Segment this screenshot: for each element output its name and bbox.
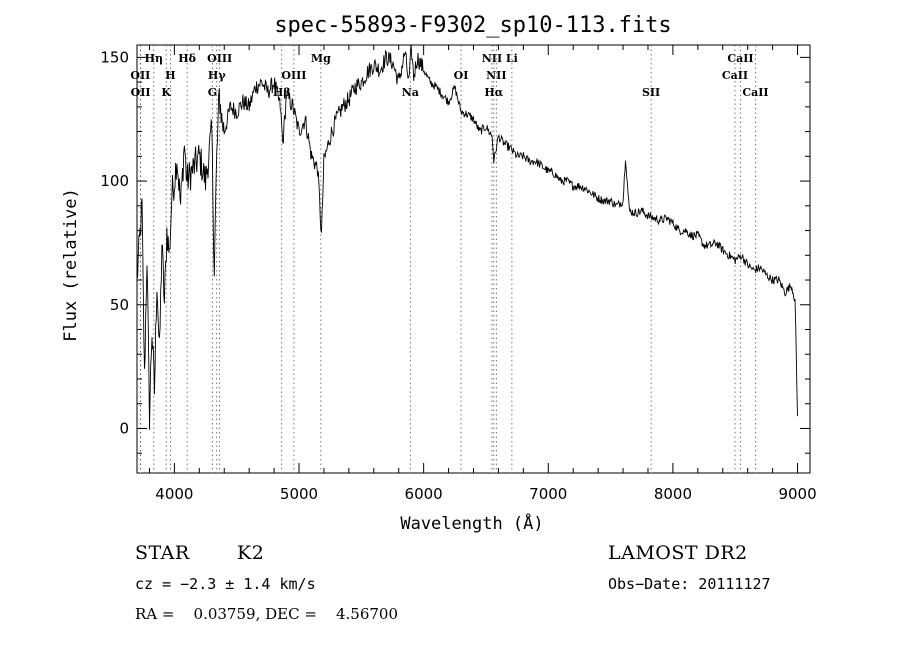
line-label-17: Li [506, 52, 518, 65]
line-label-16: Hα [484, 86, 503, 99]
line-label-14: NII [482, 52, 502, 65]
line-label-15: NII [486, 69, 506, 82]
line-label-11: Mg [311, 52, 331, 65]
line-label-21: CaII [742, 86, 768, 99]
x-tick-label-3: 7000 [529, 485, 567, 503]
spectrum-line [136, 44, 798, 430]
x-tick-label-4: 8000 [654, 485, 692, 503]
x-axis-label: Wavelength (Å) [400, 512, 543, 534]
x-tick-label-5: 9000 [778, 485, 816, 503]
line-label-8: G [208, 86, 217, 99]
object-subclass: K2 [237, 542, 265, 564]
line-label-12: Na [402, 86, 419, 99]
line-label-6: OIII [207, 52, 232, 65]
line-label-5: Hδ [178, 52, 196, 65]
line-label-20: CaII [722, 69, 748, 82]
line-label-4: K [161, 86, 171, 99]
line-label-3: H [165, 69, 175, 82]
y-tick-label-0: 0 [119, 419, 129, 437]
line-label-19: CaII [727, 52, 753, 65]
line-label-0: OII [130, 69, 150, 82]
line-label-9: OIII [281, 69, 306, 82]
line-label-18: SII [642, 86, 660, 99]
x-tick-label-2: 6000 [405, 485, 443, 503]
x-tick-label-1: 5000 [280, 485, 318, 503]
observation-date: Obs−Date: 20111127 [608, 575, 771, 593]
object-class: STAR [135, 542, 190, 564]
line-label-13: OI [454, 69, 469, 82]
coordinates: RA = 0.03759, DEC = 4.56700 [135, 605, 398, 623]
survey-name: LAMOST DR2 [608, 542, 748, 564]
plot-frame [136, 44, 811, 474]
y-axis-label: Flux (relative) [61, 188, 81, 342]
x-tick-label-0: 4000 [155, 485, 193, 503]
y-tick-label-1: 50 [110, 296, 129, 314]
y-tick-label-3: 150 [100, 48, 129, 66]
redshift-value: cz = −2.3 ± 1.4 km/s [135, 575, 316, 593]
chart-title: spec-55893-F9302_sp10-113.fits [274, 13, 671, 38]
line-label-2: Hη [145, 52, 163, 65]
line-label-1: OII [131, 86, 151, 99]
y-tick-label-2: 100 [100, 172, 129, 190]
line-label-7: Hγ [208, 69, 226, 82]
